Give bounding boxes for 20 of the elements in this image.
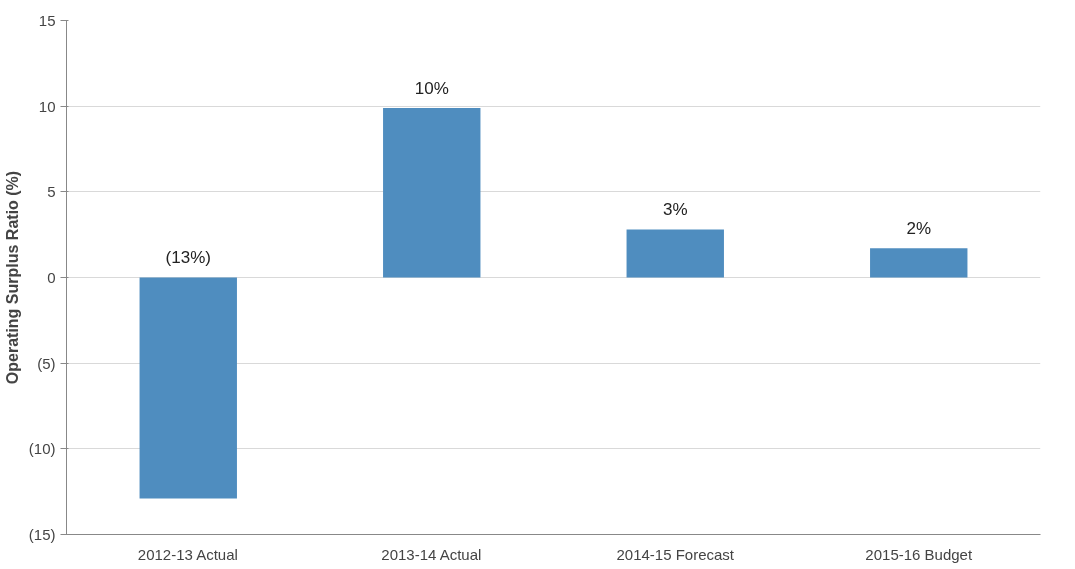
x-tick-label: 2013-14 Actual bbox=[381, 545, 482, 563]
data-label: 10% bbox=[414, 78, 449, 98]
y-tick-label: 0 bbox=[47, 269, 56, 286]
y-tick-label: 5 bbox=[47, 183, 56, 201]
y-tick-label: 10 bbox=[38, 97, 56, 115]
y-tick-label: (5) bbox=[37, 354, 56, 372]
y-tick-label: 15 bbox=[38, 12, 56, 29]
bar bbox=[139, 277, 237, 499]
bar bbox=[383, 107, 481, 278]
bar bbox=[870, 248, 968, 278]
data-label: (13%) bbox=[165, 248, 211, 268]
bar bbox=[626, 229, 724, 278]
x-tick-label: 2012-13 Actual bbox=[137, 545, 238, 563]
data-label: 3% bbox=[662, 200, 688, 220]
x-tick-label: 2015-16 Budget bbox=[865, 545, 973, 563]
y-axis-title: Operating Surplus Ratio (%) bbox=[3, 170, 21, 385]
x-tick-label: 2014-15 Forecast bbox=[616, 545, 735, 563]
y-tick-label: (15) bbox=[28, 526, 56, 543]
data-label: 2% bbox=[906, 219, 932, 239]
y-tick-label: (10) bbox=[28, 440, 56, 458]
